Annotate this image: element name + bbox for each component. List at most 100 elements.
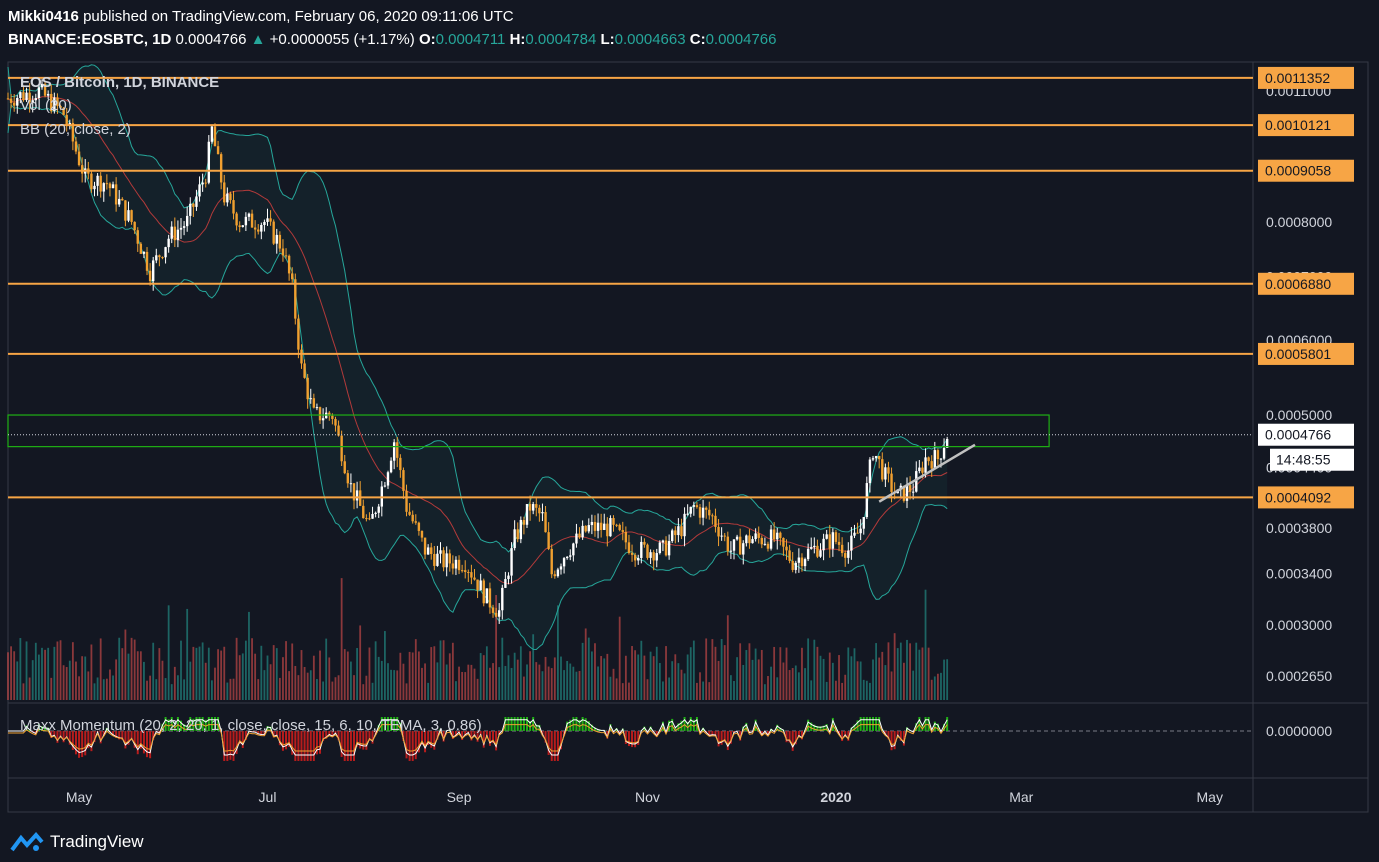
volume-bar [566,660,569,700]
momentum-bar [405,731,408,759]
volume-bar [186,608,189,700]
candle-body [284,255,288,257]
momentum-bar [297,731,300,761]
volume-bar [47,647,50,700]
candle-body [124,200,127,221]
candle-body [219,154,223,183]
volume-bar [445,664,448,700]
candle-body [772,529,776,540]
y-tick-label: 0.0005000 [1266,407,1332,423]
volume-bar [844,674,847,700]
candle-body [785,546,788,551]
momentum-bar [244,731,247,740]
momentum-bar [396,717,399,731]
volume-bar [927,647,930,700]
candle-body [281,248,285,256]
candle-body [321,418,325,421]
volume-bar [563,670,565,700]
candle-body [658,542,662,554]
candle-body [389,460,393,473]
candle-body [12,102,16,106]
volume-bar [167,605,170,700]
candle-body [127,210,130,221]
last-price-box [1258,423,1354,446]
candle-body [340,435,343,462]
volume-bar [557,605,559,700]
momentum-bar [868,717,871,731]
candle-body [309,398,312,400]
momentum-bar [479,731,482,736]
candle-body [161,257,164,259]
momentum-bar [192,718,195,731]
momentum-bar [535,724,538,731]
y-tick-label: 0.0008000 [1266,214,1332,230]
bollinger-fill [8,64,948,650]
candle-body [766,543,770,549]
legend-bollinger[interactable]: BB (20, close, 2) [20,121,131,138]
candle-body [226,193,229,203]
volume-bar [303,666,306,700]
candle-body [905,485,909,501]
momentum-bar [408,731,411,761]
candle-body [9,98,13,103]
volume-bar [643,655,646,700]
volume-bar [507,655,510,700]
volume-bar [288,671,291,700]
candle-body [223,182,226,203]
open-label: O: [418,31,436,48]
candle-body [871,458,875,460]
publisher-name[interactable]: Mikki0416 [8,8,79,25]
candle-body [618,524,621,531]
volume-bar [751,659,754,700]
tradingview-logo[interactable]: TradingView [10,832,144,852]
candle-body [655,553,658,561]
momentum-bar [383,717,386,731]
candle-body [71,122,75,142]
volume-bar [275,648,278,700]
candle-body [698,507,702,518]
candle-body [677,526,680,536]
low-label: L: [600,31,615,48]
volume-bar [81,656,84,700]
volume-bar [207,647,210,700]
candle-body [612,518,615,525]
candle-body [918,467,921,472]
momentum-signal-line [8,723,948,752]
candle-body [640,541,643,558]
volume-bar [458,666,460,700]
candle-body [831,532,835,549]
candle-body [241,225,244,227]
legend-volume[interactable]: Vol (20) [20,97,72,114]
volume-bar [797,672,800,700]
legend-momentum[interactable]: Maxx Momentum (20, 2, 20, 1, close, clos… [20,717,482,734]
volume-bar [705,638,708,700]
momentum-bar [44,727,47,731]
momentum-bar [581,717,584,731]
momentum-bar [674,727,677,731]
volume-bar [223,646,226,700]
momentum-bar [306,731,309,761]
volume-bar [16,661,19,700]
candle-body [269,218,272,222]
candle-body [760,537,763,545]
momentum-bar [442,731,445,742]
volume-bar [810,680,813,700]
candle-body [791,560,794,570]
volume-bar [547,666,550,700]
volume-bar [19,638,22,700]
momentum-bar [115,731,118,738]
momentum-bar [597,729,600,731]
volume-bar [272,645,275,700]
momentum-bar [62,731,65,743]
candle-body [692,505,696,507]
volume-bar [903,662,905,700]
momentum-bar [260,731,263,736]
candle-body [479,580,482,591]
momentum-bar [794,731,797,745]
momentum-bar [226,731,229,761]
candle-body [238,225,241,227]
volume-bar [226,682,229,700]
candle-body [25,92,28,101]
candle-body [114,184,118,205]
